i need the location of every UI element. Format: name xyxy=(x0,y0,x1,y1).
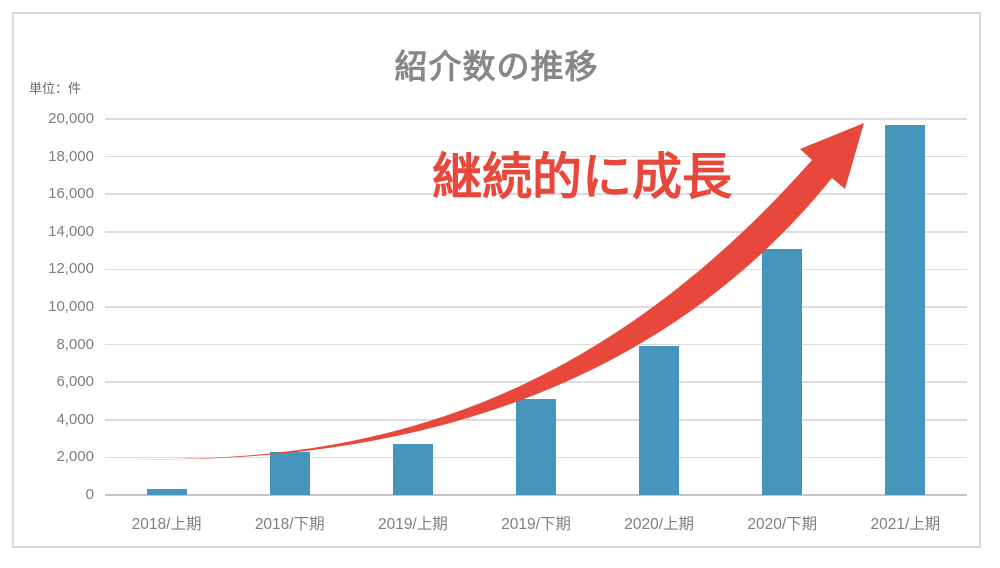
x-tick-label: 2020/下期 xyxy=(747,516,818,533)
unit-label: 単位：件 xyxy=(29,81,82,96)
x-tick-label: 2020/上期 xyxy=(624,516,695,533)
gridline xyxy=(105,268,967,271)
y-tick-label: 20,000 xyxy=(48,110,94,127)
bar xyxy=(762,248,803,495)
bar xyxy=(885,124,926,495)
y-tick-label: 2,000 xyxy=(56,448,94,466)
y-tick-label: 0 xyxy=(85,486,94,503)
y-tick-label: 8,000 xyxy=(56,335,94,353)
x-tick-label: 2018/下期 xyxy=(254,516,325,533)
y-tick-label: 4,000 xyxy=(56,410,94,428)
chart-frame: 紹介数の推移 単位：件 0 2,000 4,000 6,000 8,000 10,000 1… xyxy=(12,12,981,548)
x-tick-label: 2019/上期 xyxy=(377,516,448,533)
bar xyxy=(146,489,187,495)
gridline xyxy=(105,306,967,308)
bar xyxy=(392,444,433,495)
y-tick-label: 18,000 xyxy=(48,147,94,165)
x-tick-label: 2018/上期 xyxy=(131,516,202,533)
gridline xyxy=(105,381,967,383)
y-tick-label: 14,000 xyxy=(48,222,94,240)
bar xyxy=(516,399,556,495)
bar xyxy=(639,346,680,495)
y-tick-label: 12,000 xyxy=(48,260,94,278)
y-tick-label: 10,000 xyxy=(48,298,94,315)
gridline xyxy=(105,231,967,233)
chart-title: 紹介数の推移 xyxy=(394,48,599,85)
y-tick-label: 16,000 xyxy=(48,185,94,203)
bar xyxy=(269,451,310,495)
gridline xyxy=(105,118,967,120)
y-tick-label: 6,000 xyxy=(56,373,94,391)
x-tick-label: 2021/上期 xyxy=(870,516,941,533)
x-axis-line xyxy=(105,494,967,496)
x-tick-label: 2019/下期 xyxy=(501,516,571,533)
annotation-growth-text: 継続的に成長 xyxy=(432,149,732,205)
gridline xyxy=(105,343,967,346)
